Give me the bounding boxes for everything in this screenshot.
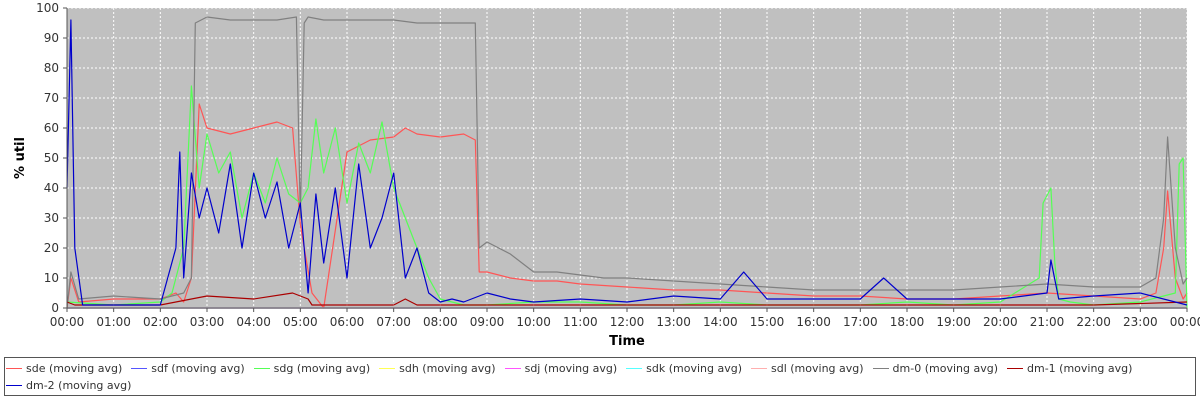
- x-tick-label: 18:00: [890, 315, 925, 329]
- x-tick-label: 13:00: [656, 315, 691, 329]
- x-tick-label: 20:00: [983, 315, 1018, 329]
- x-tick-label: 22:00: [1076, 315, 1111, 329]
- legend-swatch: [751, 368, 767, 369]
- legend-item: sdf (moving avg): [130, 360, 245, 377]
- legend-swatch: [253, 368, 270, 369]
- legend-item: sdl (moving avg): [750, 360, 864, 377]
- y-tick-label: 30: [44, 211, 59, 225]
- x-tick-label: 23:00: [1123, 315, 1158, 329]
- legend-label: sdj (moving avg): [524, 362, 618, 375]
- x-tick-label: 01:00: [96, 315, 131, 329]
- axes: 0 10 20 30 40 50 60 70 80 90 100 00:00 01:00 02:00 03:…: [36, 1, 1200, 329]
- x-tick-label: 11:00: [563, 315, 598, 329]
- series-line-8: [66, 292, 1188, 306]
- x-tick-label: 08:00: [423, 315, 458, 329]
- legend-swatch: [6, 385, 22, 386]
- x-tick-label: 12:00: [610, 315, 645, 329]
- legend-label: sdk (moving avg): [646, 362, 742, 375]
- legend-swatch: [1007, 368, 1023, 369]
- x-tick-label: 07:00: [376, 315, 411, 329]
- x-tick-label: 19:00: [936, 315, 971, 329]
- x-tick-label: 09:00: [470, 315, 505, 329]
- chart: 0 10 20 30 40 50 60 70 80 90 100 00:00 01:00 02:00 03:…: [13, 1, 1200, 349]
- legend-label: sdh (moving avg): [399, 362, 496, 375]
- x-tick-label: 02:00: [143, 315, 178, 329]
- y-tick-label: 50: [44, 151, 59, 165]
- legend-item: sdk (moving avg): [625, 360, 742, 377]
- x-tick-label: 03:00: [190, 315, 225, 329]
- x-tick-label: 21:00: [1030, 315, 1065, 329]
- y-tick-label: 90: [44, 31, 59, 45]
- x-tick-label: 16:00: [796, 315, 831, 329]
- legend-item: dm-2 (moving avg): [5, 377, 131, 394]
- legend-label: sdg (moving avg): [273, 362, 371, 375]
- y-tick-label: 70: [44, 91, 59, 105]
- y-tick-label: 0: [51, 301, 59, 315]
- y-tick-label: 10: [44, 271, 59, 285]
- legend-label: sdf (moving avg): [151, 362, 245, 375]
- legend-swatch: [379, 368, 396, 369]
- y-tick-label: 40: [44, 181, 59, 195]
- x-tick-label: 05:00: [283, 315, 318, 329]
- x-axis-title: Time: [609, 334, 645, 349]
- legend-item: sdh (moving avg): [378, 360, 496, 377]
- legend-item: sdj (moving avg): [504, 360, 618, 377]
- x-tick-label: 17:00: [843, 315, 878, 329]
- legend-label: dm-0 (moving avg): [892, 362, 998, 375]
- legend-label: dm-1 (moving avg): [1027, 362, 1133, 375]
- series-line-7: [66, 16, 1188, 309]
- y-tick-label: 20: [44, 241, 59, 255]
- x-tick-label: 10:00: [516, 315, 551, 329]
- y-tick-label: 100: [36, 1, 59, 15]
- x-tick-label: 00:00: [50, 315, 85, 329]
- legend-label: sde (moving avg): [26, 362, 123, 375]
- y-tick-label: 80: [44, 61, 59, 75]
- legend-swatch: [504, 368, 521, 369]
- legend-swatch: [6, 368, 22, 369]
- legend-swatch: [872, 368, 889, 369]
- legend-item: sdg (moving avg): [253, 360, 370, 377]
- legend-label: dm-2 (moving avg): [26, 379, 132, 392]
- legend-swatch: [131, 368, 148, 369]
- x-tick-label: 15:00: [750, 315, 785, 329]
- x-tick-label: 00:00: [1170, 315, 1200, 329]
- y-tick-label: 60: [44, 121, 59, 135]
- legend-swatch: [626, 368, 643, 369]
- x-tick-label: 06:00: [330, 315, 365, 329]
- series-line-9: [66, 19, 1188, 306]
- x-tick-label: 04:00: [236, 315, 271, 329]
- legend-item: dm-0 (moving avg): [872, 360, 998, 377]
- series-line-2: [66, 85, 1188, 309]
- legend: sde (moving avg) sdf (moving avg) sdg (mov…: [4, 357, 1196, 396]
- y-axis-title: % util: [13, 137, 28, 179]
- x-tick-label: 14:00: [703, 315, 738, 329]
- legend-item: dm-1 (moving avg): [1006, 360, 1132, 377]
- legend-item: sde (moving avg): [5, 360, 122, 377]
- legend-label: sdl (moving avg): [771, 362, 864, 375]
